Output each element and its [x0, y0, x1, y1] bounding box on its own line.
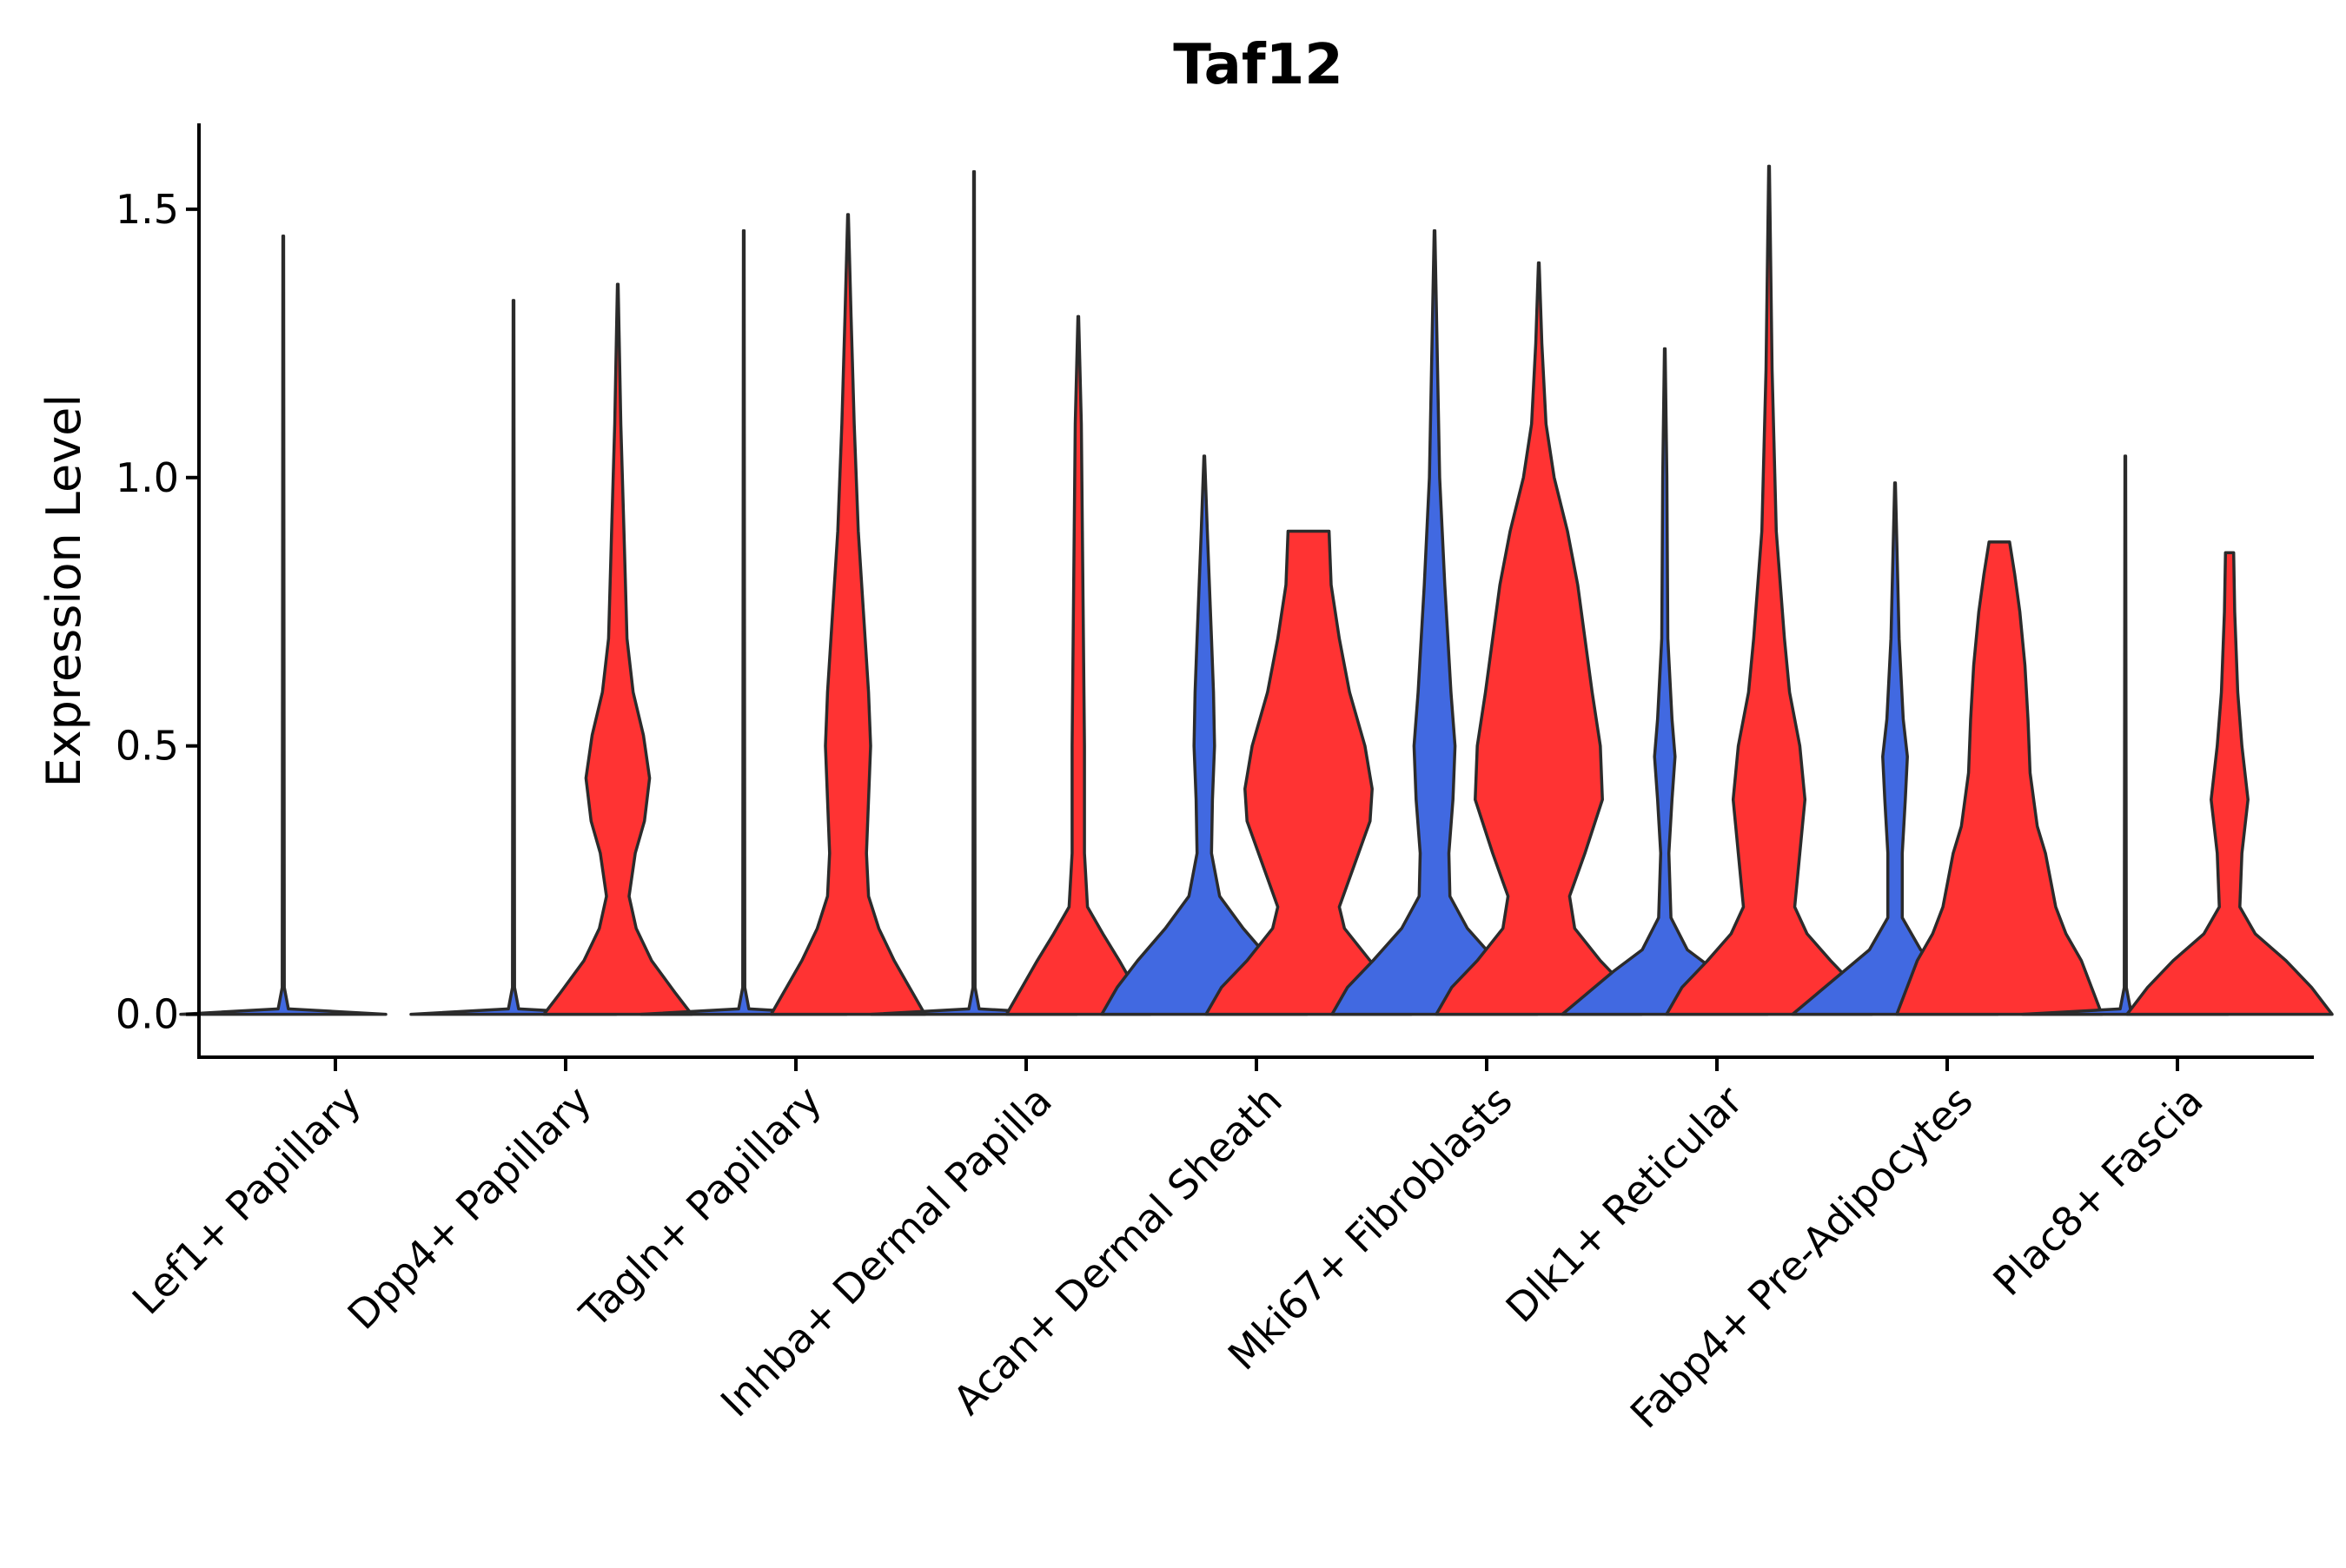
violin-group1 — [640, 228, 848, 1016]
x-tick-label: Dpp4+ Papillary — [339, 1077, 600, 1339]
violin-group2 — [2125, 551, 2334, 1016]
chart-title: Taf12 — [1173, 33, 1343, 97]
y-tick-label: 1.5 — [116, 186, 179, 233]
violin-group2 — [1665, 164, 1873, 1016]
x-tick-label: Tagln+ Papillary — [570, 1077, 831, 1338]
violin-group1 — [1791, 481, 1999, 1016]
y-tick-label: 1.0 — [116, 454, 179, 501]
violin-group2 — [769, 213, 927, 1016]
x-tick-label: Plac8+ Fascia — [1984, 1077, 2211, 1305]
violin-group2 — [1435, 261, 1643, 1016]
violin-group1 — [1330, 228, 1539, 1016]
x-tick-label: Dlk1+ Reticular — [1497, 1077, 1752, 1332]
violins-layer — [179, 164, 2334, 1016]
violin-group1 — [870, 169, 1078, 1016]
y-ticks-layer: 0.0 0.5 1.0 1.5 — [116, 186, 199, 1038]
violin-group1 — [179, 234, 388, 1016]
y-tick-label: 0.5 — [116, 723, 179, 770]
violin-group2 — [1004, 314, 1152, 1016]
violin-group2 — [542, 282, 693, 1016]
x-tick-label: Lef1+ Papillary — [123, 1077, 370, 1324]
violin-group1 — [409, 299, 618, 1016]
violin-group2 — [1895, 540, 2104, 1016]
violin-group1 — [1100, 454, 1309, 1016]
violin-group1 — [1561, 347, 1769, 1016]
y-axis-label: Expression Level — [36, 394, 91, 788]
violin-group2 — [1204, 529, 1413, 1016]
violin-group1 — [2021, 454, 2230, 1016]
y-tick-label: 0.0 — [116, 991, 179, 1038]
